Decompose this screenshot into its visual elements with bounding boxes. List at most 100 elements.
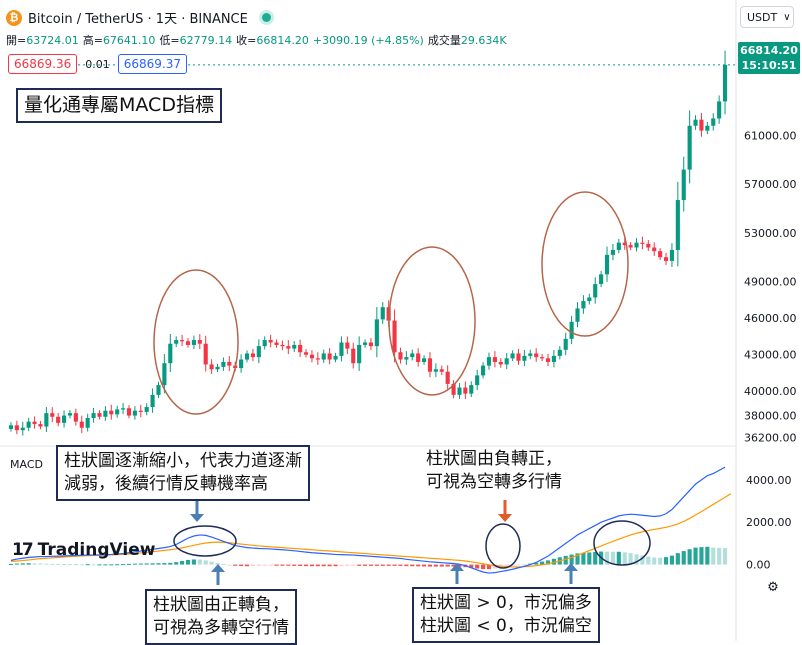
gear-icon[interactable]: ⚙ <box>767 579 779 595</box>
sell-price-button[interactable]: 66869.36 <box>8 54 78 74</box>
candle-body <box>79 421 84 428</box>
macd-axis: 0.00 2000.00 4000.00 <box>746 474 792 572</box>
candle <box>457 383 462 399</box>
arrow-head <box>190 514 204 522</box>
candle-body <box>663 257 669 261</box>
candle <box>693 115 698 130</box>
histogram-bar <box>475 564 480 569</box>
histogram-bar <box>38 563 43 565</box>
symbol-title-row[interactable]: ₿ Bitcoin / TetherUS · 1天 · BINANCE <box>6 8 271 27</box>
histogram-bar <box>457 564 462 567</box>
candle-body <box>398 352 403 360</box>
histogram-circle <box>593 520 651 566</box>
candle <box>8 422 14 432</box>
candle <box>321 349 326 363</box>
candlestick-series <box>8 50 736 436</box>
candle <box>628 242 633 251</box>
currency-selector[interactable]: USDT ∨ <box>740 6 794 28</box>
histogram-bar <box>180 560 185 565</box>
histogram-bar <box>73 564 78 566</box>
candle-body <box>374 319 379 347</box>
candle <box>315 352 320 365</box>
candle <box>675 181 680 267</box>
candle <box>79 415 84 434</box>
histogram-bar <box>286 564 291 566</box>
price-tick-label: 43000.00 <box>744 349 797 362</box>
macd-tick-label: 4000.00 <box>746 474 792 487</box>
price-tick-label: 40000.00 <box>744 385 797 398</box>
histogram-bar <box>345 564 350 566</box>
histogram-circle <box>173 525 237 557</box>
histogram-bar <box>103 564 108 566</box>
candle-body <box>156 385 161 395</box>
candle <box>504 353 509 370</box>
candle-body <box>333 355 338 360</box>
histogram-bar <box>545 560 551 565</box>
candle <box>191 335 196 349</box>
candle-body <box>121 408 126 410</box>
highlight-circle <box>541 191 629 337</box>
candle-body <box>321 353 326 360</box>
candle <box>126 405 132 419</box>
candle-body <box>486 357 492 366</box>
candle-body <box>392 320 397 353</box>
positive-to-negative-callout: 柱狀圖由正轉負， 可視為多轉空行情 <box>145 589 297 645</box>
candle <box>26 417 31 432</box>
tradingview-mark-icon: 17 <box>12 540 34 560</box>
candle <box>563 332 568 356</box>
histogram-bar <box>569 554 574 565</box>
macd-pane-label[interactable]: MACD <box>10 458 43 471</box>
histogram-bar <box>386 564 391 566</box>
candle <box>239 354 244 373</box>
candle-body <box>138 410 143 412</box>
histogram-bar <box>168 562 173 565</box>
candle-body <box>681 169 686 201</box>
candle-body <box>481 365 486 376</box>
candle-body <box>362 342 368 345</box>
histogram-bar <box>67 564 73 566</box>
candle-body <box>103 410 108 417</box>
histogram-bar <box>587 552 592 565</box>
candle-body <box>622 242 627 246</box>
candle-body <box>8 425 14 429</box>
candle <box>221 357 226 371</box>
buy-price-button[interactable]: 66869.37 <box>117 54 188 74</box>
candle <box>174 336 179 348</box>
candle-body <box>239 359 244 369</box>
candle <box>333 352 338 363</box>
ohlc-label: 收= <box>236 34 257 47</box>
candle <box>274 339 279 348</box>
chevron-down-icon: ∨ <box>783 11 791 23</box>
candle-body <box>144 407 149 412</box>
candle-body <box>616 242 621 250</box>
ohlc-item: 收=66814.20 <box>236 34 313 47</box>
candle-body <box>298 344 303 353</box>
arrow-icon <box>190 500 204 522</box>
candle <box>286 340 291 354</box>
candle <box>681 156 686 212</box>
candle-body <box>292 344 297 349</box>
candle-body <box>244 353 250 360</box>
candle-body <box>250 353 255 358</box>
ohlc-item: 開=63724.01 <box>6 34 83 47</box>
candle-body <box>115 409 120 415</box>
candle <box>38 421 43 430</box>
symbol-title[interactable]: Bitcoin / TetherUS · 1天 · BINANCE <box>28 12 248 27</box>
arrow-icon <box>564 563 578 584</box>
histogram-bar <box>239 564 244 566</box>
candle <box>528 349 533 360</box>
candle-body <box>280 344 285 347</box>
candle <box>498 358 503 368</box>
histogram-bar <box>687 549 692 565</box>
histogram-bar <box>492 564 497 569</box>
histogram-bar <box>333 564 338 567</box>
candle <box>67 410 73 419</box>
candle <box>427 352 433 378</box>
candle <box>634 238 639 252</box>
candle <box>97 410 102 420</box>
candle <box>534 348 539 362</box>
histogram-bar <box>469 564 474 568</box>
tradingview-logo[interactable]: 17 TradingView <box>12 540 155 560</box>
histogram-bar <box>250 564 255 567</box>
